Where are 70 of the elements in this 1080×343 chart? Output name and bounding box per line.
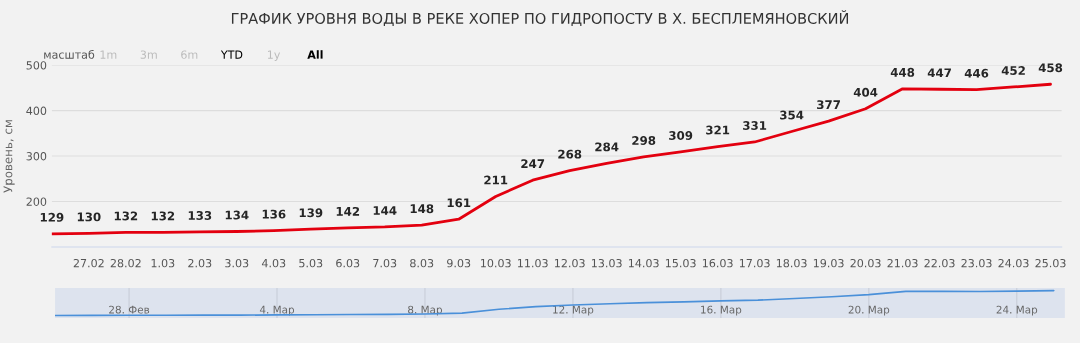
data-label: 354 xyxy=(780,110,804,120)
y-tick-label: 300 xyxy=(26,152,47,161)
x-tick-label: 16.03 xyxy=(702,258,733,268)
x-tick-label: 6.03 xyxy=(336,258,360,268)
data-label: 130 xyxy=(77,212,101,222)
data-label: 132 xyxy=(151,211,175,221)
x-tick-label: 24. Мар xyxy=(996,305,1038,316)
data-label: 446 xyxy=(964,68,989,78)
x-tick-label: 9.03 xyxy=(447,258,471,268)
data-label: 458 xyxy=(1038,63,1063,73)
data-label: 211 xyxy=(484,175,508,185)
x-tick-label: 23.03 xyxy=(961,258,992,268)
x-tick-label: 20.03 xyxy=(850,258,881,268)
y-tick-label: 400 xyxy=(26,106,47,115)
data-label: 377 xyxy=(817,100,840,110)
data-label: 161 xyxy=(447,198,471,208)
data-label: 129 xyxy=(40,212,64,222)
x-tick-label: 11.03 xyxy=(518,258,548,268)
x-tick-label: 28.02 xyxy=(110,258,141,268)
y-tick-label: 500 xyxy=(26,61,47,70)
data-label: 144 xyxy=(373,206,397,215)
data-label: 268 xyxy=(558,149,582,159)
x-tick-label: 8.03 xyxy=(410,258,434,268)
x-tick-label: 24.03 xyxy=(998,258,1029,268)
data-label: 448 xyxy=(890,67,915,77)
x-tick-label: 27.02 xyxy=(73,258,104,268)
text: масштаб xyxy=(44,50,95,59)
x-tick-label: 13.03 xyxy=(591,258,622,268)
data-label: 133 xyxy=(188,211,212,220)
y-tick-label: 200 xyxy=(26,197,47,206)
data-label: 298 xyxy=(632,136,656,145)
data-label: 404 xyxy=(853,87,878,97)
x-tick-label: 1.03 xyxy=(151,258,175,268)
y-axis-title: Уровень, см xyxy=(3,120,15,193)
data-label: 136 xyxy=(262,209,286,219)
x-tick-label: 12.03 xyxy=(555,258,585,268)
x-tick-label: 4.03 xyxy=(261,258,286,268)
x-tick-label: 2.03 xyxy=(188,258,212,268)
text: YTD xyxy=(220,50,243,59)
x-tick-label: 18.03 xyxy=(776,258,807,268)
x-tick-label: 15.03 xyxy=(665,258,696,268)
data-label: 284 xyxy=(595,142,619,152)
x-tick-label: 16. Мар xyxy=(701,305,742,316)
x-tick-label: 20. Мар xyxy=(848,305,890,316)
x-tick-label: 3.03 xyxy=(225,258,249,268)
x-tick-label: 4. Мар xyxy=(259,305,295,316)
data-label: 331 xyxy=(743,121,767,130)
data-label: 452 xyxy=(1001,66,1025,75)
x-tick-label: 5.03 xyxy=(299,258,323,268)
data-label: 309 xyxy=(669,131,693,140)
data-label: 139 xyxy=(299,208,323,218)
x-tick-label: 7.03 xyxy=(373,258,397,268)
x-tick-label: 19.03 xyxy=(813,258,844,268)
data-label: 148 xyxy=(410,204,434,214)
x-tick-label: 12. Мар xyxy=(553,305,594,316)
x-tick-label: 14.03 xyxy=(628,258,659,268)
x-tick-label: 10.03 xyxy=(481,258,511,268)
text: All xyxy=(307,50,323,59)
x-tick-label: 25.03 xyxy=(1035,258,1066,268)
data-label: 132 xyxy=(114,211,138,221)
x-tick-label: 22.03 xyxy=(924,258,955,268)
x-tick-label: 28. Фев xyxy=(109,305,150,314)
x-tick-label: 17.03 xyxy=(739,258,770,268)
chart-title: ГРАФИК УРОВНЯ ВОДЫ В РЕКЕ ХОПЕР ПО ГИДРОПОСТУ В Х. БЕСПЛЕМЯНОВСКИЙ xyxy=(231,10,849,27)
data-label: 134 xyxy=(225,210,249,220)
data-label: 142 xyxy=(336,206,360,216)
x-tick-label: 21.03 xyxy=(887,258,918,268)
data-label: 321 xyxy=(706,125,730,135)
data-label: 247 xyxy=(521,159,545,168)
data-label: 447 xyxy=(927,68,951,78)
